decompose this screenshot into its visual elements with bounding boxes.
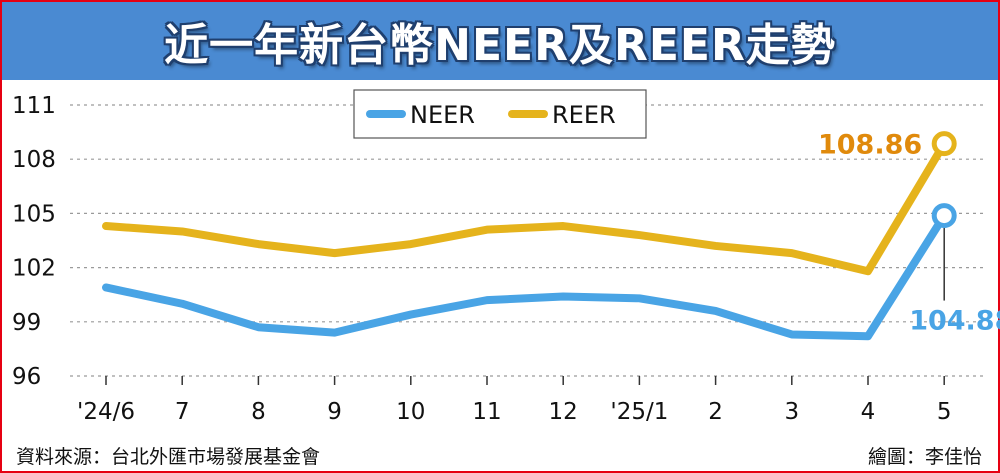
y-tick-label: 111 <box>12 93 56 119</box>
x-tick-label: 11 <box>472 399 501 425</box>
end-marker-neer <box>931 203 957 229</box>
x-tick-label: 5 <box>937 399 952 425</box>
series-line-neer <box>102 211 949 341</box>
chart-title: 近一年新台幣NEER及REER走勢 <box>164 20 836 71</box>
end-marker-reer <box>931 131 957 157</box>
y-tick-label: 96 <box>12 364 41 390</box>
y-tick-label: 108 <box>12 147 56 173</box>
x-tick-label: 12 <box>549 399 578 425</box>
legend-label-reer: REER <box>552 101 616 129</box>
y-tick-label: 102 <box>12 256 56 282</box>
series-line-reer <box>102 139 949 276</box>
x-tick-label: '25/1 <box>610 399 668 425</box>
y-tick-label: 105 <box>12 201 56 227</box>
x-tick-label: 3 <box>784 399 799 425</box>
x-tick-label: 10 <box>396 399 425 425</box>
x-tick-label: 8 <box>251 399 266 425</box>
data-label-reer: 108.86 <box>818 130 922 161</box>
x-tick-label: 9 <box>327 399 342 425</box>
x-tick-label: '24/6 <box>77 399 135 425</box>
legend-label-neer: NEER <box>410 101 475 129</box>
data-label-neer: 104.88 <box>909 306 1000 337</box>
credit-note: 繪圖：李佳怡 <box>867 446 982 468</box>
x-tick-label: 7 <box>175 399 190 425</box>
source-note: 資料來源：台北外匯市場發展基金會 <box>16 446 321 468</box>
title-bar: 近一年新台幣NEER及REER走勢 <box>2 2 998 80</box>
x-tick-label: 2 <box>708 399 723 425</box>
y-tick-label: 99 <box>12 310 41 336</box>
x-tick-label: 4 <box>861 399 876 425</box>
